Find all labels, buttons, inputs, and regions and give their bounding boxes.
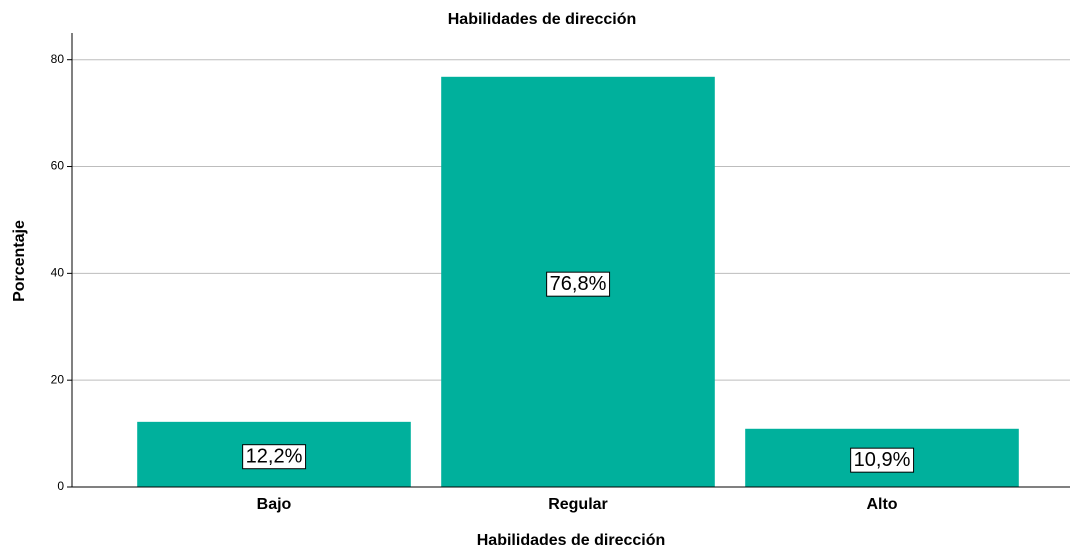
y-tick-label: 60	[51, 159, 65, 173]
value-label: 12,2%	[246, 446, 303, 468]
x-axis-title: Habilidades de dirección	[477, 532, 666, 549]
y-tick-label: 40	[51, 266, 65, 280]
x-tick-label: Bajo	[257, 496, 292, 513]
value-label: 10,9%	[854, 449, 911, 471]
y-axis-title: Porcentaje	[11, 220, 28, 302]
x-tick-label: Regular	[548, 496, 608, 513]
y-tick-label: 0	[57, 479, 64, 493]
value-label: 76,8%	[550, 273, 607, 295]
value-label-box	[242, 444, 307, 470]
x-tick-label: Alto	[866, 496, 897, 513]
value-label-box	[546, 271, 611, 297]
value-label-box	[850, 447, 915, 473]
y-tick-label: 80	[51, 52, 65, 66]
chart-title: Habilidades de dirección	[448, 11, 637, 28]
y-tick-label: 20	[51, 372, 65, 386]
